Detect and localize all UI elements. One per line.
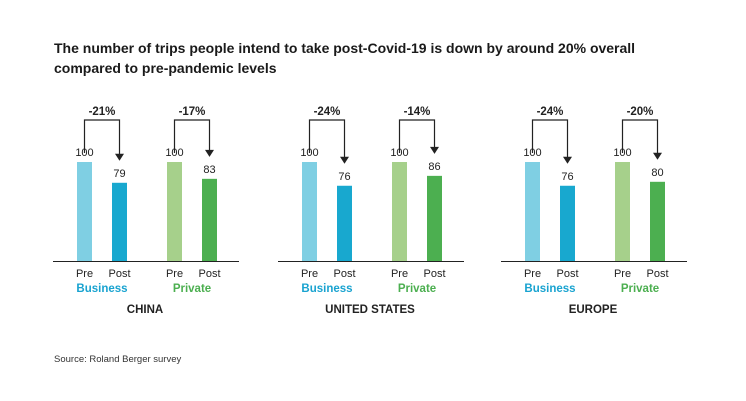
- united-states-private-change-bracket: [398, 119, 436, 153]
- europe-business-change-bracket: [531, 119, 569, 158]
- china-private-change-bracket: [173, 119, 211, 153]
- united-states-panel-title: UNITED STATES: [325, 304, 415, 316]
- united-states-private-post-tick-label: Post: [423, 268, 445, 280]
- china-private-post-bar: [202, 178, 217, 261]
- china-business-post-tick-label: Post: [108, 268, 130, 280]
- china-private-change-label: -17%: [179, 106, 206, 118]
- europe-private-pre-tick-label: Pre: [614, 268, 631, 280]
- united-states-business-change-bracket: [308, 119, 346, 158]
- united-states-private-pre-tick-label: Pre: [391, 268, 408, 280]
- europe-private-pre-bar: [615, 162, 630, 261]
- europe-business-post-bar: [560, 185, 575, 261]
- china-business-change-bracket: [83, 119, 121, 155]
- europe-business-change-arrowhead: [563, 156, 572, 164]
- china-private-post-value-label: 83: [203, 164, 215, 176]
- europe-business-change-label: -24%: [537, 106, 564, 118]
- europe-business-post-value-label: 76: [561, 171, 573, 183]
- europe-private-change-bracket: [621, 119, 659, 154]
- source-note: Source: Roland Berger survey: [54, 354, 182, 365]
- united-states-business-post-tick-label: Post: [333, 268, 355, 280]
- china-business-pre-bar: [77, 162, 92, 261]
- united-states-private-group-label: Private: [398, 283, 436, 295]
- united-states-private-pre-bar: [392, 162, 407, 261]
- europe-private-post-value-label: 80: [651, 167, 663, 179]
- chart-title: The number of trips people intend to tak…: [54, 38, 654, 78]
- chart-title-line-2: compared to pre-pandemic levels: [54, 60, 277, 76]
- china-business-change-arrowhead: [115, 153, 124, 161]
- europe-panel-title: EUROPE: [569, 304, 618, 316]
- china-private-post-tick-label: Post: [198, 268, 220, 280]
- united-states-private-post-value-label: 86: [428, 161, 440, 173]
- china-business-change-label: -21%: [89, 106, 116, 118]
- united-states-business-change-label: -24%: [314, 106, 341, 118]
- europe-private-post-bar: [650, 181, 665, 261]
- china-private-pre-tick-label: Pre: [166, 268, 183, 280]
- china-business-post-value-label: 79: [113, 168, 125, 180]
- europe-private-change-label: -20%: [627, 106, 654, 118]
- chart-title-line-1: The number of trips people intend to tak…: [54, 40, 636, 56]
- united-states-business-group-label: Business: [301, 283, 352, 295]
- china-private-pre-bar: [167, 162, 182, 261]
- china-private-change-arrowhead: [205, 149, 214, 157]
- united-states-business-pre-bar: [302, 162, 317, 261]
- china-business-post-bar: [112, 182, 127, 261]
- united-states-private-change-arrowhead: [430, 146, 439, 154]
- china-panel-title: CHINA: [127, 304, 163, 316]
- united-states-business-change-arrowhead: [340, 156, 349, 164]
- europe-business-post-tick-label: Post: [556, 268, 578, 280]
- united-states-business-pre-tick-label: Pre: [301, 268, 318, 280]
- china-business-pre-tick-label: Pre: [76, 268, 93, 280]
- europe-business-pre-bar: [525, 162, 540, 261]
- europe-business-pre-tick-label: Pre: [524, 268, 541, 280]
- europe-private-group-label: Private: [621, 283, 659, 295]
- china-business-group-label: Business: [76, 283, 127, 295]
- europe-private-post-tick-label: Post: [646, 268, 668, 280]
- united-states-business-post-value-label: 76: [338, 171, 350, 183]
- united-states-business-post-bar: [337, 185, 352, 261]
- united-states-private-change-label: -14%: [404, 106, 431, 118]
- europe-private-change-arrowhead: [653, 152, 662, 160]
- china-private-group-label: Private: [173, 283, 211, 295]
- united-states-private-post-bar: [427, 175, 442, 261]
- europe-business-group-label: Business: [524, 283, 575, 295]
